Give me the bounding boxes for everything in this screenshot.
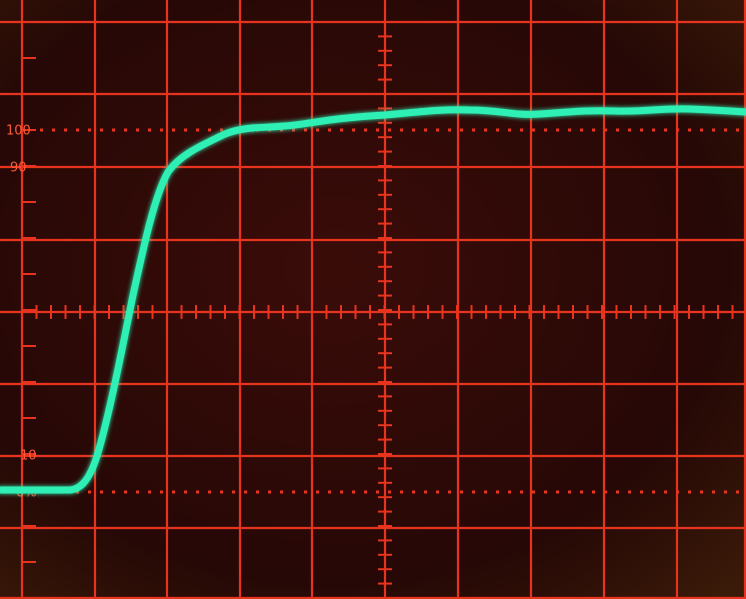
label-90: 90 bbox=[10, 161, 27, 176]
oscilloscope-screen: 100 90 10 0% bbox=[0, 0, 746, 599]
page: 100 90 10 0% (() => { const data = JSON.… bbox=[0, 0, 746, 599]
screen-background bbox=[0, 0, 746, 599]
label-10: 10 bbox=[20, 449, 37, 464]
label-100: 100 bbox=[6, 124, 31, 139]
